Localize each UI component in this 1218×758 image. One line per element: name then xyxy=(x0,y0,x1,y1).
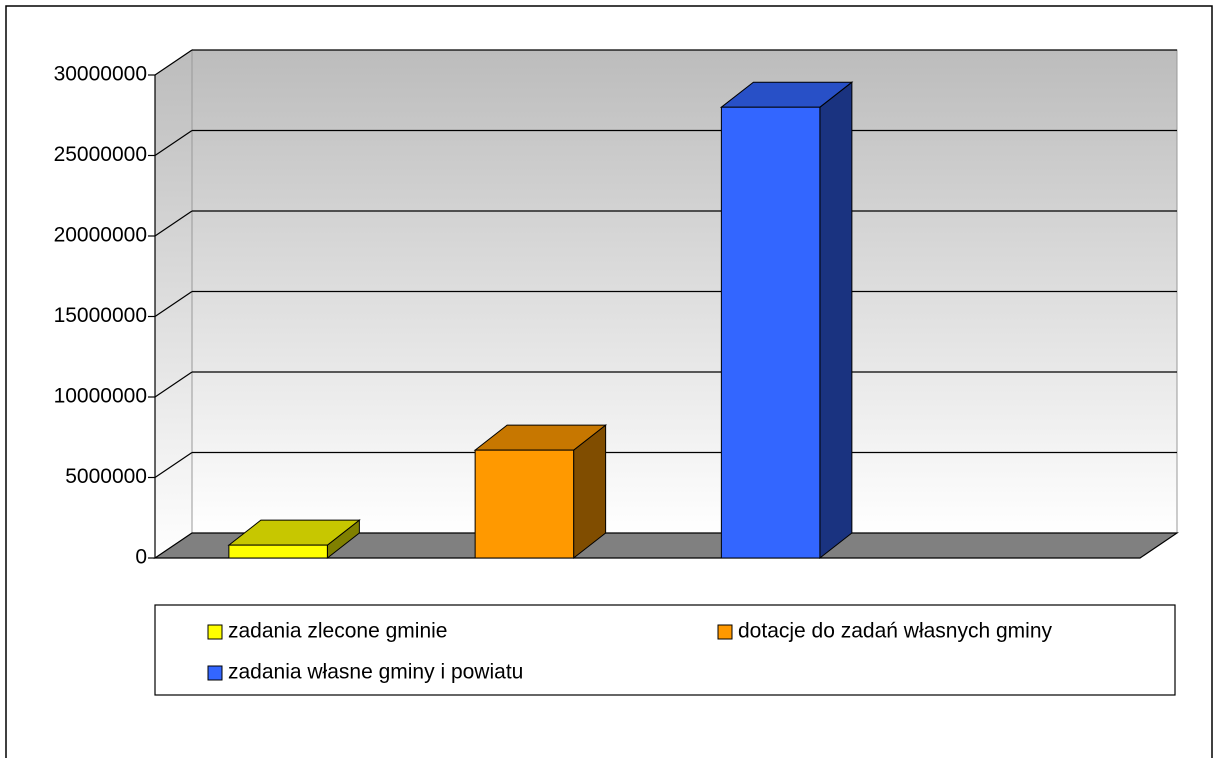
legend-swatch xyxy=(717,624,733,640)
legend xyxy=(154,604,1176,696)
y-tick-label: 5000000 xyxy=(65,465,147,488)
y-tick-label: 30000000 xyxy=(54,63,147,86)
y-tick-label: 20000000 xyxy=(54,224,147,247)
legend-label: zadania własne gminy i powiatu xyxy=(228,661,523,684)
bar xyxy=(473,424,608,560)
y-tick-label: 15000000 xyxy=(54,304,147,327)
grid-line xyxy=(154,371,193,398)
legend-swatch xyxy=(207,665,223,681)
grid-line xyxy=(154,210,193,237)
y-tick-label: 0 xyxy=(135,546,147,569)
bar-side xyxy=(819,81,853,560)
bar xyxy=(227,519,361,560)
legend-swatch xyxy=(207,624,223,640)
plot-area xyxy=(148,49,1179,560)
grid-line xyxy=(154,452,193,478)
grid-line xyxy=(154,291,193,317)
grid-line xyxy=(154,49,193,76)
y-tick-label: 10000000 xyxy=(54,385,147,408)
bar-front xyxy=(720,106,821,559)
legend-label: dotacje do zadań własnych gminy xyxy=(738,620,1053,643)
bar-front xyxy=(474,449,575,559)
grid-line xyxy=(154,130,193,156)
bar-front xyxy=(228,544,328,559)
bar xyxy=(719,81,854,560)
y-tick-label: 25000000 xyxy=(54,143,147,166)
legend-label: zadania zlecone gminie xyxy=(228,620,447,643)
